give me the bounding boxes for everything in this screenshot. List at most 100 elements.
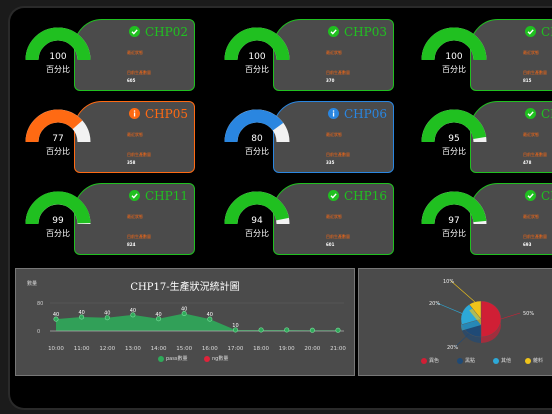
gauge-unit: 百分比 bbox=[245, 229, 269, 238]
series-pass-point bbox=[335, 327, 341, 333]
machine-tile-chp05[interactable]: CHP05 最近狀態 目前生產數量 358 77 百分比 bbox=[16, 100, 201, 175]
series-pass-point bbox=[309, 327, 315, 333]
tile-label2: 目前生產數量 bbox=[127, 70, 151, 75]
tile-label1: 最近狀態 bbox=[523, 214, 539, 219]
y-tick-label: 0 bbox=[37, 329, 40, 335]
gauge-fill bbox=[421, 191, 487, 225]
tile-card: CHP16 最近狀態 目前生產數量 601 bbox=[273, 183, 394, 255]
gauge bbox=[421, 27, 487, 61]
legend-pass[interactable]: pass數量 bbox=[158, 355, 187, 362]
gauge bbox=[224, 191, 290, 225]
tile-card: CHP11 最近狀態 目前生產數量 824 bbox=[74, 183, 195, 255]
gauge bbox=[224, 27, 290, 61]
info-icon bbox=[328, 108, 339, 119]
tile-label2: 目前生產數量 bbox=[523, 152, 547, 157]
gauge-value: 80 bbox=[251, 134, 263, 144]
pie-slice-0 bbox=[480, 300, 502, 338]
tile-name: CHP06 bbox=[344, 107, 387, 121]
pie-legend-label: 雜料 bbox=[533, 358, 544, 364]
pie-legend-item[interactable]: 雜料 bbox=[525, 357, 543, 364]
legend-pass-label: pass數量 bbox=[166, 356, 188, 362]
x-tick-label: 21:00 bbox=[330, 346, 346, 352]
series-pass-point bbox=[232, 327, 238, 333]
pie-legend-item[interactable]: 其他 bbox=[493, 357, 511, 364]
tile-card: CHP05 最近狀態 目前生產數量 358 bbox=[74, 101, 195, 173]
x-tick-label: 13:00 bbox=[125, 346, 141, 352]
tile-label1: 最近狀態 bbox=[326, 132, 342, 137]
check-icon bbox=[525, 108, 536, 119]
pie-legend-item[interactable]: 黑點 bbox=[457, 357, 475, 364]
series-pass-point bbox=[207, 316, 213, 322]
chart-title: CHP17-生產狀況統計圖 bbox=[130, 282, 240, 293]
series-pass-point bbox=[181, 310, 187, 316]
machine-tile-chp03[interactable]: CHP03 最近狀態 目前生產數量 370 100 百分比 bbox=[215, 18, 400, 93]
gauge-value: 100 bbox=[49, 52, 67, 62]
pie-legend-label: 異色 bbox=[429, 358, 440, 364]
pie-legend-dot bbox=[421, 357, 427, 364]
data-label: 40 bbox=[78, 310, 84, 316]
series-pass-point bbox=[156, 316, 162, 322]
series-pass-point bbox=[104, 315, 110, 321]
y-tick-label: 80 bbox=[37, 301, 43, 307]
defect-pie-panel: 50% 20% 20% 10% 異色 黑點 其他 雜料 bbox=[358, 268, 552, 376]
data-label: 40 bbox=[53, 312, 59, 318]
tile-value2: 693 bbox=[523, 242, 532, 247]
gauge-fill bbox=[224, 109, 284, 143]
tile-label2: 目前生產數量 bbox=[326, 152, 350, 157]
x-tick-label: 20:00 bbox=[304, 346, 320, 352]
pie-slice-label: 20% bbox=[429, 301, 440, 307]
x-tick-label: 15:00 bbox=[176, 346, 192, 352]
machine-tile-chp06[interactable]: CHP06 最近狀態 目前生產數量 335 80 百分比 bbox=[215, 100, 400, 175]
tile-value2: 358 bbox=[127, 160, 136, 165]
data-label: 40 bbox=[130, 308, 136, 314]
tile-label2: 目前生產數量 bbox=[523, 70, 547, 75]
defect-pie-chart: 50% 20% 20% 10% bbox=[429, 279, 534, 351]
machine-tile-chp16[interactable]: CHP16 最近狀態 目前生產數量 601 94 百分比 bbox=[215, 182, 400, 257]
check-icon bbox=[525, 26, 536, 37]
series-pass-point bbox=[53, 316, 59, 322]
tile-card: CHP06 最近狀態 目前生產數量 335 bbox=[273, 101, 394, 173]
tile-label2: 目前生產數量 bbox=[523, 234, 547, 239]
data-label: 40 bbox=[207, 312, 213, 318]
machine-tile-chp02[interactable]: CHP02 最近狀態 目前生產數量 605 100 百分比 bbox=[16, 18, 201, 93]
series-pass-point bbox=[258, 327, 264, 333]
tile-label1: 最近狀態 bbox=[326, 50, 342, 55]
tile-label1: 最近狀態 bbox=[326, 214, 342, 219]
x-tick-label: 18:00 bbox=[253, 346, 269, 352]
pie-slice-label: 10% bbox=[443, 279, 454, 285]
legend-ng[interactable]: ng數量 bbox=[204, 355, 228, 362]
legend-ng-dot bbox=[204, 355, 210, 362]
gauge-value: 100 bbox=[248, 52, 266, 62]
tile-value2: 605 bbox=[127, 78, 136, 83]
tile-name: CHP11 bbox=[145, 189, 188, 203]
gauge bbox=[25, 27, 91, 61]
gauge-unit: 百分比 bbox=[46, 65, 70, 74]
data-label: 40 bbox=[104, 311, 110, 317]
check-icon bbox=[328, 190, 339, 201]
x-tick-label: 12:00 bbox=[99, 346, 115, 352]
legend-ng-label: ng數量 bbox=[212, 356, 229, 362]
gauge-unit: 百分比 bbox=[245, 65, 269, 74]
production-line-chart: 80 0 10:00 40 11:00 40 12:00 40 13:00 40 14:00 40 15… bbox=[37, 301, 346, 352]
tile-label1: 最近狀態 bbox=[127, 132, 143, 137]
gauge bbox=[421, 191, 487, 225]
pie-leader-line bbox=[500, 312, 521, 320]
tile-card: CHP03 最近狀態 目前生產數量 370 bbox=[273, 19, 394, 91]
tile-value2: 478 bbox=[523, 160, 532, 165]
data-label: 40 bbox=[181, 307, 187, 313]
tile-name: CHP04 bbox=[541, 25, 552, 39]
tile-name: CHP07 bbox=[541, 107, 552, 121]
tile-label2: 目前生產數量 bbox=[326, 234, 350, 239]
gauge-fill bbox=[224, 27, 290, 61]
pie-leader-line bbox=[450, 280, 476, 303]
x-tick-label: 17:00 bbox=[228, 346, 244, 352]
machine-tile-chp11[interactable]: CHP11 最近狀態 目前生產數量 824 99 百分比 bbox=[16, 182, 201, 257]
pie-legend-item[interactable]: 異色 bbox=[421, 357, 439, 364]
data-label: 10 bbox=[232, 323, 238, 329]
tile-name: CHP17 bbox=[541, 189, 552, 203]
x-tick-label: 16:00 bbox=[202, 346, 218, 352]
